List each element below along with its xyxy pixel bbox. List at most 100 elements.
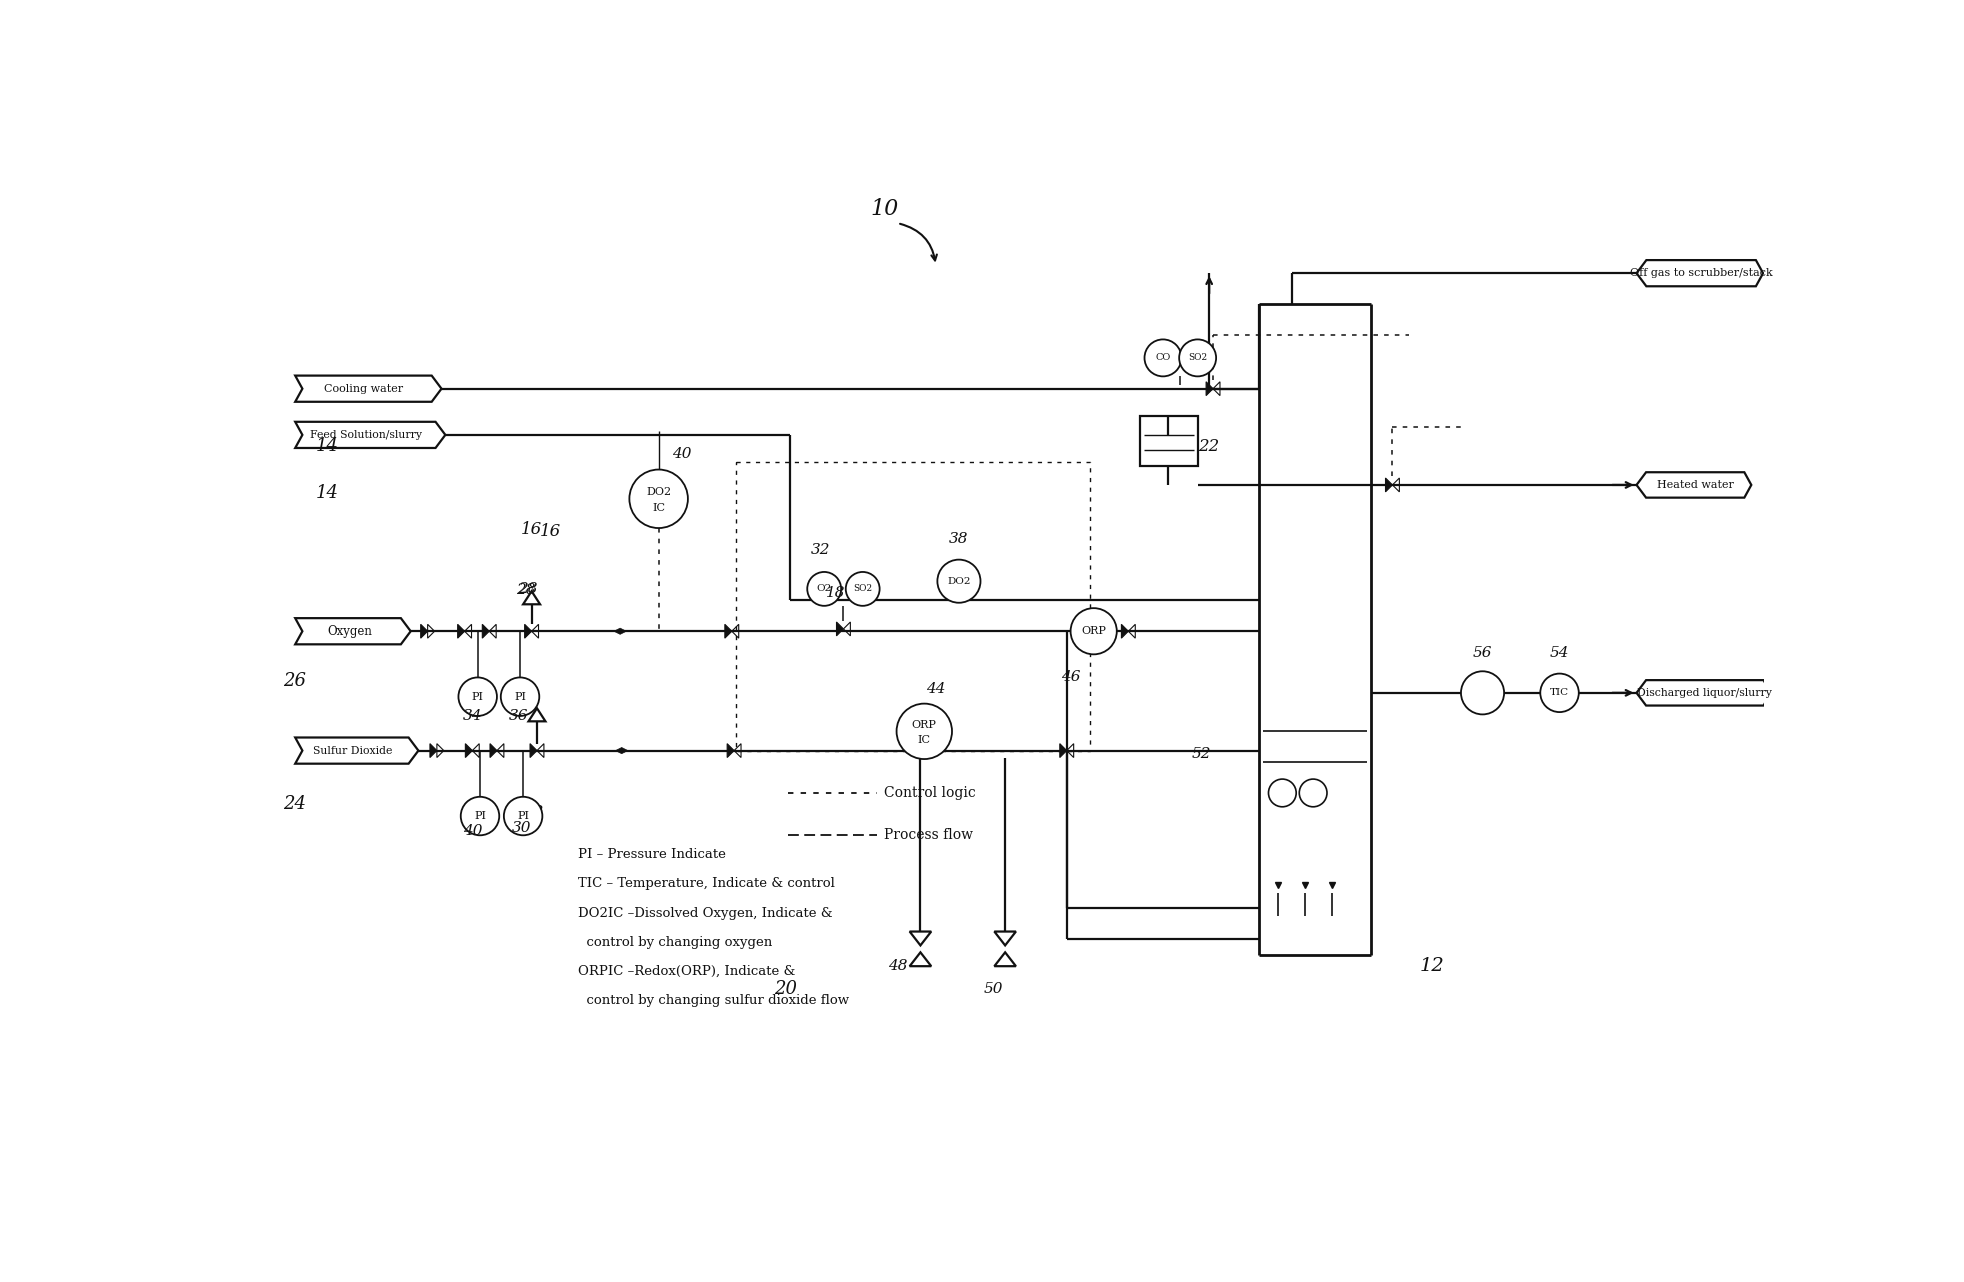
Polygon shape [420, 624, 428, 638]
Polygon shape [295, 737, 418, 764]
Text: Control logic: Control logic [884, 786, 976, 800]
Polygon shape [725, 624, 731, 638]
Circle shape [1298, 779, 1326, 806]
Text: TIC: TIC [1550, 688, 1569, 697]
Text: Oxygen: Oxygen [326, 624, 371, 637]
Text: 40: 40 [672, 447, 691, 462]
Text: 30: 30 [511, 820, 530, 835]
Text: PI: PI [515, 692, 526, 701]
Text: IC: IC [652, 504, 664, 514]
Polygon shape [1059, 744, 1066, 758]
Text: 14: 14 [316, 437, 340, 455]
Circle shape [1461, 672, 1502, 714]
Polygon shape [1636, 472, 1750, 497]
Polygon shape [430, 744, 436, 758]
Circle shape [628, 469, 687, 528]
Text: 56: 56 [1473, 646, 1491, 660]
Polygon shape [471, 744, 479, 758]
Text: 52: 52 [1190, 747, 1210, 762]
Polygon shape [1385, 478, 1392, 492]
Text: ORP: ORP [911, 720, 937, 731]
Text: Discharged liquor/slurry: Discharged liquor/slurry [1636, 688, 1772, 697]
Polygon shape [994, 932, 1015, 945]
Polygon shape [464, 624, 471, 638]
Polygon shape [428, 624, 434, 638]
Polygon shape [1127, 624, 1135, 638]
Polygon shape [994, 953, 1015, 967]
Text: 42: 42 [524, 805, 544, 819]
Text: Process flow: Process flow [884, 828, 972, 842]
Text: control by changing oxygen: control by changing oxygen [577, 936, 772, 949]
Polygon shape [731, 624, 738, 638]
Text: ORPIC –Redox(ORP), Indicate &: ORPIC –Redox(ORP), Indicate & [577, 965, 795, 978]
Text: 38: 38 [949, 532, 968, 546]
Text: SO2: SO2 [852, 585, 872, 594]
Text: PI – Pressure Indicate: PI – Pressure Indicate [577, 847, 725, 862]
Polygon shape [843, 622, 850, 636]
Text: 54: 54 [1550, 646, 1569, 660]
Polygon shape [1636, 260, 1762, 286]
Circle shape [460, 797, 499, 836]
Circle shape [937, 560, 980, 603]
Text: 10: 10 [870, 199, 898, 221]
Text: 12: 12 [1420, 958, 1444, 976]
Text: 16: 16 [520, 520, 542, 538]
Polygon shape [615, 747, 628, 754]
Text: CO: CO [1155, 354, 1171, 363]
Text: Off gas to scrubber/stack: Off gas to scrubber/stack [1628, 268, 1772, 278]
Polygon shape [295, 376, 442, 401]
Circle shape [1540, 673, 1577, 712]
Polygon shape [522, 591, 540, 604]
Circle shape [845, 572, 880, 606]
Text: 20: 20 [774, 981, 797, 999]
Text: O2: O2 [817, 585, 831, 594]
Text: 28: 28 [518, 582, 538, 596]
Text: 28: 28 [517, 583, 536, 597]
Circle shape [1143, 340, 1180, 377]
Polygon shape [465, 744, 471, 758]
Polygon shape [909, 953, 931, 967]
Text: 48: 48 [888, 959, 907, 973]
Circle shape [501, 677, 538, 715]
Polygon shape [909, 932, 931, 945]
Text: 40: 40 [462, 824, 481, 838]
Polygon shape [524, 624, 532, 638]
Polygon shape [481, 624, 489, 638]
Text: control by changing sulfur dioxide flow: control by changing sulfur dioxide flow [577, 995, 848, 1008]
Polygon shape [536, 744, 544, 758]
Polygon shape [458, 624, 464, 638]
Text: Sulfur Dioxide: Sulfur Dioxide [312, 746, 393, 755]
Polygon shape [532, 624, 538, 638]
Circle shape [1070, 608, 1116, 654]
Text: 44: 44 [925, 682, 945, 696]
Polygon shape [837, 622, 843, 636]
Text: PI: PI [473, 812, 485, 820]
Polygon shape [295, 618, 410, 645]
Text: 46: 46 [1061, 670, 1080, 685]
Text: DO2: DO2 [646, 487, 672, 497]
Text: PI: PI [471, 692, 483, 701]
Text: IC: IC [917, 736, 931, 746]
Circle shape [1178, 340, 1216, 377]
Text: 24: 24 [283, 796, 306, 814]
Text: 36: 36 [509, 709, 528, 723]
Polygon shape [1392, 478, 1398, 492]
Circle shape [896, 704, 951, 759]
Text: DO2: DO2 [947, 577, 970, 586]
Text: SO2: SO2 [1188, 354, 1206, 363]
Text: 34: 34 [462, 709, 481, 723]
Circle shape [1269, 779, 1296, 806]
Circle shape [458, 677, 497, 715]
Text: TIC – Temperature, Indicate & control: TIC – Temperature, Indicate & control [577, 877, 835, 890]
Polygon shape [530, 744, 536, 758]
Polygon shape [528, 708, 546, 722]
Polygon shape [727, 744, 735, 758]
Polygon shape [1636, 681, 1770, 705]
Polygon shape [489, 744, 497, 758]
Polygon shape [497, 744, 503, 758]
Polygon shape [1206, 382, 1212, 396]
Text: 22: 22 [1198, 438, 1220, 455]
Polygon shape [436, 744, 444, 758]
Polygon shape [613, 628, 627, 635]
Text: DO2IC –Dissolved Oxygen, Indicate &: DO2IC –Dissolved Oxygen, Indicate & [577, 906, 833, 919]
